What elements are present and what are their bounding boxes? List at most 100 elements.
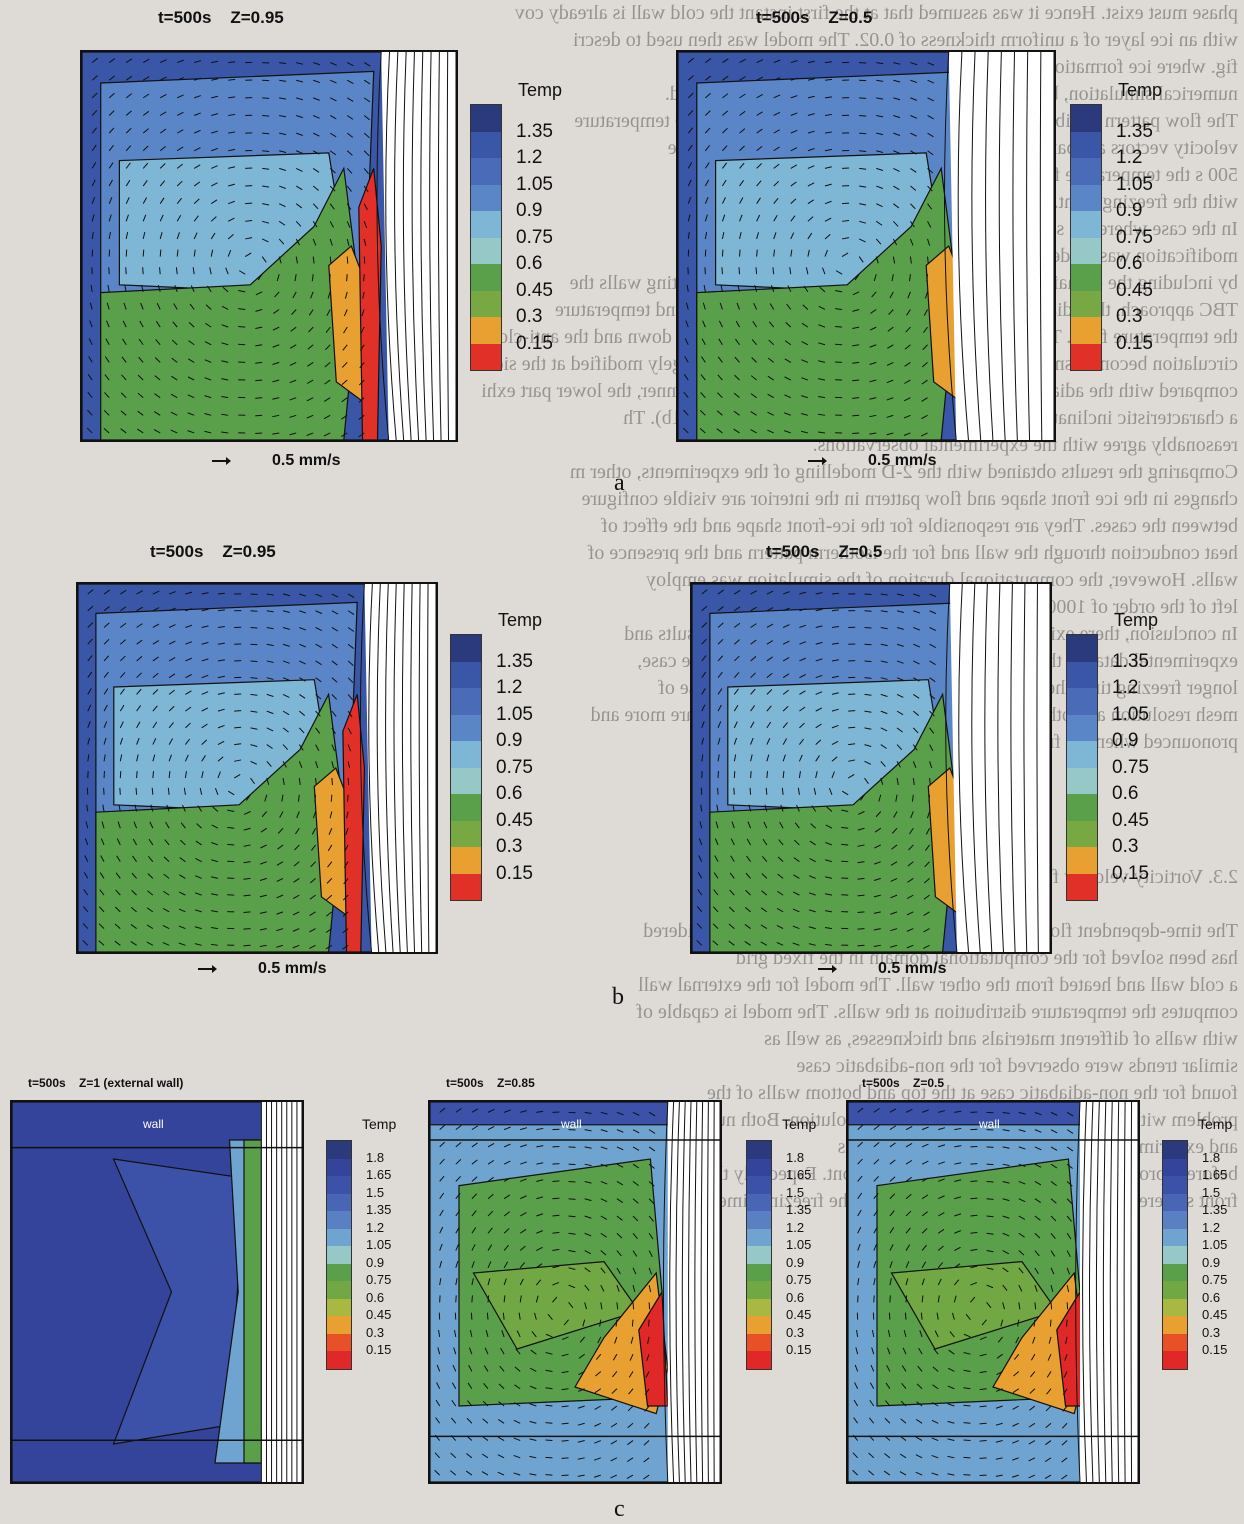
velocity-arrow <box>296 132 303 136</box>
velocity-arrow <box>687 109 694 116</box>
velocity-arrow <box>931 1437 939 1442</box>
velocity-arrow <box>315 710 321 717</box>
velocity-arrow <box>341 397 348 403</box>
velocity-arrow <box>515 1348 521 1355</box>
velocity-arrow <box>733 672 740 679</box>
velocity-arrow <box>266 693 274 697</box>
velocity-arrow <box>760 924 768 930</box>
velocity-arrow <box>82 940 89 946</box>
velocity-arrow <box>168 673 176 679</box>
velocity-arrow <box>439 1175 445 1182</box>
velocity-arrow <box>687 57 695 63</box>
ice-region <box>364 584 436 952</box>
velocity-arrow <box>737 284 741 292</box>
velocity-arrow <box>439 1243 443 1251</box>
velocity-arrow <box>784 430 791 434</box>
velocity-arrow <box>168 722 174 729</box>
velocity-arrow <box>769 303 775 310</box>
velocity-arrow <box>194 95 201 99</box>
velocity-arrow <box>782 657 790 662</box>
velocity-arrow <box>1034 1302 1037 1310</box>
velocity-arrow <box>873 1260 877 1268</box>
velocity-arrow <box>306 414 314 419</box>
velocity-arrow <box>912 744 918 751</box>
velocity-arrow <box>289 397 297 401</box>
velocity-arrow <box>970 1265 978 1269</box>
velocity-arrow <box>919 1330 923 1338</box>
velocity-arrow <box>261 238 269 243</box>
velocity-arrow <box>873 1278 876 1286</box>
isotherm-line <box>669 1102 675 1482</box>
velocity-arrow <box>210 249 214 257</box>
velocity-arrow <box>568 1180 576 1183</box>
velocity-arrow <box>701 704 706 712</box>
velocity-arrow <box>807 147 815 152</box>
legend-swatch <box>327 1158 351 1176</box>
velocity-arrow <box>142 267 144 275</box>
velocity-arrow <box>886 397 894 401</box>
velocity-arrow <box>886 414 894 418</box>
legend-swatch <box>1071 184 1101 211</box>
velocity-arrow <box>852 326 860 329</box>
velocity-arrow <box>889 1295 891 1303</box>
velocity-arrow <box>234 759 242 762</box>
velocity-arrow <box>471 1210 477 1217</box>
velocity-arrow <box>889 1210 895 1217</box>
velocity-arrow <box>782 607 790 612</box>
velocity-arrow <box>136 623 143 628</box>
velocity-arrow <box>503 1143 511 1148</box>
velocity-arrow <box>103 606 110 612</box>
velocity-arrow <box>776 941 784 946</box>
velocity-arrow <box>735 320 740 328</box>
velocity-arrow <box>125 162 131 169</box>
velocity-arrow <box>722 179 727 187</box>
velocity-arrow <box>611 1405 618 1411</box>
velocity-arrow <box>600 1250 607 1256</box>
velocity-arrow <box>912 761 917 768</box>
velocity-arrow <box>717 688 723 695</box>
velocity-arrow <box>696 923 703 929</box>
velocity-arrow <box>825 842 833 846</box>
velocity-arrow <box>233 774 241 779</box>
velocity-arrow <box>594 1440 601 1444</box>
velocity-arrow <box>176 111 184 116</box>
velocity-arrow <box>217 675 225 679</box>
velocity-arrow <box>893 150 901 154</box>
isotherm-line <box>1010 584 1016 952</box>
velocity-arrow <box>136 606 143 612</box>
velocity-arrow <box>120 428 127 434</box>
velocity-arrow <box>756 197 761 204</box>
velocity-arrow <box>146 924 154 930</box>
velocity-arrow <box>744 941 751 946</box>
velocity-arrow <box>600 1215 608 1220</box>
velocity-arrow <box>766 656 773 662</box>
velocity-arrow <box>329 79 337 84</box>
velocity-arrow <box>520 1195 527 1200</box>
velocity-arrow <box>282 593 290 597</box>
legend-level-label: 0.75 <box>1116 226 1153 248</box>
velocity-arrow <box>889 291 894 299</box>
velocity-arrow <box>731 821 735 829</box>
velocity-arrow <box>228 78 236 81</box>
velocity-arrow <box>262 132 270 135</box>
velocity-arrow <box>762 838 768 846</box>
velocity-arrow <box>923 878 930 884</box>
velocity-arrow <box>520 1161 527 1165</box>
velocity-arrow <box>1046 1388 1052 1395</box>
velocity-arrow <box>545 1369 553 1372</box>
contour-plot-b2 <box>690 582 1052 954</box>
velocity-arrow <box>155 339 161 346</box>
velocity-arrow <box>1047 1353 1052 1361</box>
velocity-arrow <box>927 132 934 138</box>
velocity-arrow <box>628 1371 634 1378</box>
isotherm-line <box>401 584 408 952</box>
velocity-arrow <box>136 721 141 729</box>
velocity-arrow <box>782 754 786 762</box>
velocity-arrow <box>561 1336 569 1341</box>
velocity-arrow <box>817 413 826 416</box>
velocity-arrow <box>536 1213 544 1217</box>
velocity-arrow <box>889 1244 894 1251</box>
velocity-arrow <box>824 943 833 946</box>
velocity-arrow <box>756 128 763 134</box>
velocity-arrow <box>122 320 127 328</box>
